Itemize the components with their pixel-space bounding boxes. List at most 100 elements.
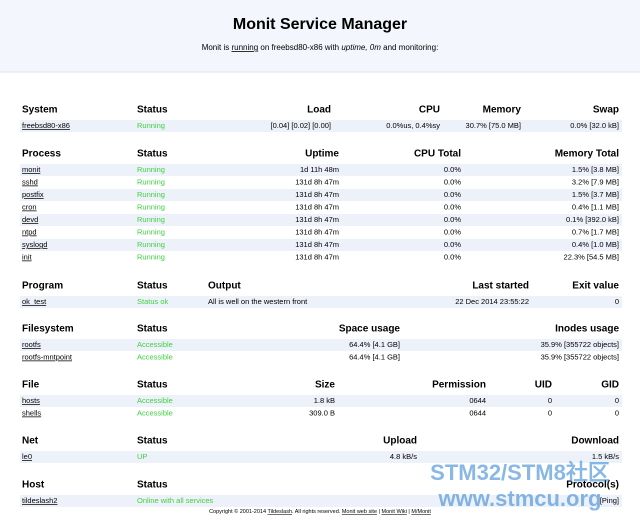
row-background — [20, 395, 622, 407]
cell-text: 0.0% — [444, 215, 461, 224]
section-table: File Status Size Permission UID GID hosts Acces… — [20, 380, 622, 420]
column-header: Size — [315, 380, 335, 391]
service-link[interactable]: postfix — [22, 190, 44, 199]
service-link[interactable]: ntpd — [22, 227, 37, 236]
footer-text: | — [377, 509, 382, 515]
cell-text: 0.0% — [444, 177, 461, 186]
cell-text: 3.2% [7.9 MB] — [572, 177, 619, 186]
footer-link[interactable]: M/Monit — [411, 509, 431, 515]
cell-text: 0.0% — [444, 227, 461, 236]
section-table: Net Status Upload Download le0 UP 4.8 kB/s 1.5 … — [20, 436, 622, 463]
service-link[interactable]: hosts — [22, 396, 40, 405]
column-header: Status — [137, 149, 168, 160]
cell-text: 0.7% [1.7 MB] — [572, 227, 619, 236]
column-header: UID — [535, 380, 552, 391]
service-link[interactable]: cron — [22, 202, 37, 211]
cell-text: 131d 8h 47m — [295, 177, 339, 186]
column-header: Space usage — [339, 324, 401, 335]
row-background — [20, 214, 622, 226]
cell-text: 131d 8h 47m — [295, 215, 339, 224]
status-cell: UP — [137, 452, 147, 461]
cell-text: 1.5 kB/s — [592, 452, 619, 461]
column-header: Net — [22, 436, 39, 447]
status-cell: Online with all services — [137, 496, 214, 505]
cell-text: 64.4% [4.1 GB] — [349, 352, 400, 361]
footer-text: | — [407, 509, 412, 515]
column-header: Protocol(s) — [566, 480, 619, 491]
cell-text: 35.9% [355722 objects] — [541, 352, 619, 361]
service-link[interactable]: shells — [22, 408, 41, 417]
column-header: Status — [137, 380, 168, 391]
column-header: Status — [137, 480, 168, 491]
footer: Copyright © 2001-2014 Tildeslash. All ri… — [209, 508, 431, 515]
column-header: Memory — [483, 105, 522, 116]
footer-text: Copyright © 2001-2014 — [209, 508, 267, 515]
cell-text: 0.0% — [444, 165, 461, 174]
column-header: Process — [22, 149, 61, 160]
column-header: Output — [208, 281, 241, 292]
cell-text: 0 — [548, 408, 552, 417]
cell-text: 0.0% — [444, 252, 461, 261]
service-link[interactable]: init — [22, 252, 33, 261]
cell-text: 131d 8h 47m — [295, 240, 339, 249]
status-link[interactable]: running — [231, 43, 258, 52]
column-header: Status — [137, 436, 168, 447]
cell-text: 131d 8h 47m — [295, 202, 339, 211]
status-cell: Running — [137, 177, 165, 186]
column-header: Memory Total — [555, 149, 619, 160]
footer-link[interactable]: Monit web site — [342, 509, 377, 515]
service-link[interactable]: syslogd — [22, 240, 47, 249]
footer-link[interactable]: Monit Wiki — [382, 509, 407, 515]
cell-text: [Ping] — [600, 496, 619, 505]
header-band — [0, 0, 640, 72]
status-cell: Accessible — [137, 396, 173, 405]
status-cell: Running — [137, 240, 165, 249]
cell-text: 0.0% — [444, 240, 461, 249]
subtitle-part: on freebsd80-x86 with — [258, 43, 341, 52]
column-header: System — [22, 105, 58, 116]
service-link[interactable]: rootfs-mntpoint — [22, 352, 73, 361]
column-header: Inodes usage — [555, 324, 619, 335]
service-link[interactable]: monit — [22, 165, 41, 174]
cell-text: 0 — [615, 408, 619, 417]
service-link[interactable]: devd — [22, 215, 38, 224]
service-link[interactable]: tildeslash2 — [22, 496, 57, 505]
watermark: STM32/STM8社区 — [430, 460, 610, 485]
cell-text: All is well on the western front — [208, 297, 308, 306]
status-cell: Status ok — [137, 297, 169, 306]
cell-text: 131d 8h 47m — [295, 227, 339, 236]
status-cell: Accessible — [137, 340, 173, 349]
cell-text: 4.8 kB/s — [390, 452, 417, 461]
service-link[interactable]: sshd — [22, 177, 38, 186]
footer-link[interactable]: Tildeslash — [267, 509, 292, 515]
cell-text: 0.4% [1.1 MB] — [572, 202, 619, 211]
cell-text: 131d 8h 47m — [295, 190, 339, 199]
status-cell: Running — [137, 252, 165, 261]
row-background — [20, 239, 622, 251]
row-background — [20, 296, 622, 308]
status-cell: Running — [137, 121, 165, 130]
column-header: Filesystem — [22, 324, 74, 335]
subtitle-part: Monit is — [202, 43, 232, 52]
cell-text: 0.4% [1.0 MB] — [572, 240, 619, 249]
subtitle: Monit is running on freebsd80-x86 with u… — [202, 43, 439, 52]
cell-text: 64.4% [4.1 GB] — [349, 340, 400, 349]
cell-text: 0.1% [392.0 kB] — [566, 215, 619, 224]
subtitle-part: uptime, 0m — [341, 43, 381, 52]
column-header: Program — [22, 281, 63, 292]
column-header: CPU Total — [414, 149, 461, 160]
column-header: Status — [137, 105, 168, 116]
cell-text: 0.0% — [444, 202, 461, 211]
cell-text: 0.0%us, 0.4%sy — [386, 121, 440, 130]
cell-text: 0644 — [469, 408, 486, 417]
column-header: Load — [307, 105, 331, 116]
row-background — [20, 251, 622, 264]
column-header: Host — [22, 480, 45, 491]
service-link[interactable]: ok_test — [22, 297, 47, 306]
service-link[interactable]: le0 — [22, 452, 32, 461]
section-table: System Status Load CPU Memory Swap freebsd80-x… — [20, 105, 622, 132]
status-cell: Running — [137, 215, 165, 224]
service-link[interactable]: freebsd80-x86 — [22, 121, 70, 130]
service-link[interactable]: rootfs — [22, 340, 41, 349]
column-header: Download — [571, 436, 619, 447]
